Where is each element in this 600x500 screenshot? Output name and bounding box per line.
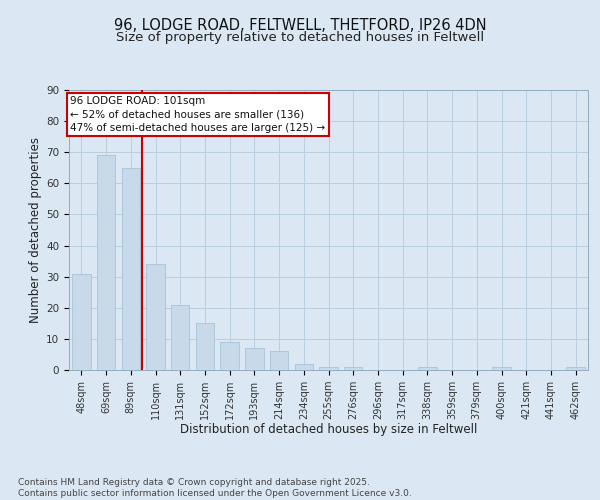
Bar — [220, 342, 239, 370]
Bar — [418, 367, 437, 370]
Bar — [270, 352, 289, 370]
Text: 96 LODGE ROAD: 101sqm
← 52% of detached houses are smaller (136)
47% of semi-det: 96 LODGE ROAD: 101sqm ← 52% of detached … — [70, 96, 325, 132]
Text: 96, LODGE ROAD, FELTWELL, THETFORD, IP26 4DN: 96, LODGE ROAD, FELTWELL, THETFORD, IP26… — [113, 18, 487, 32]
Bar — [492, 367, 511, 370]
Bar — [245, 348, 263, 370]
Text: Size of property relative to detached houses in Feltwell: Size of property relative to detached ho… — [116, 32, 484, 44]
X-axis label: Distribution of detached houses by size in Feltwell: Distribution of detached houses by size … — [180, 424, 477, 436]
Bar — [566, 367, 585, 370]
Bar — [146, 264, 165, 370]
Y-axis label: Number of detached properties: Number of detached properties — [29, 137, 42, 323]
Bar — [196, 324, 214, 370]
Text: Contains HM Land Registry data © Crown copyright and database right 2025.
Contai: Contains HM Land Registry data © Crown c… — [18, 478, 412, 498]
Bar — [319, 367, 338, 370]
Bar — [97, 156, 115, 370]
Bar — [171, 304, 190, 370]
Bar — [72, 274, 91, 370]
Bar — [295, 364, 313, 370]
Bar — [344, 367, 362, 370]
Bar — [122, 168, 140, 370]
